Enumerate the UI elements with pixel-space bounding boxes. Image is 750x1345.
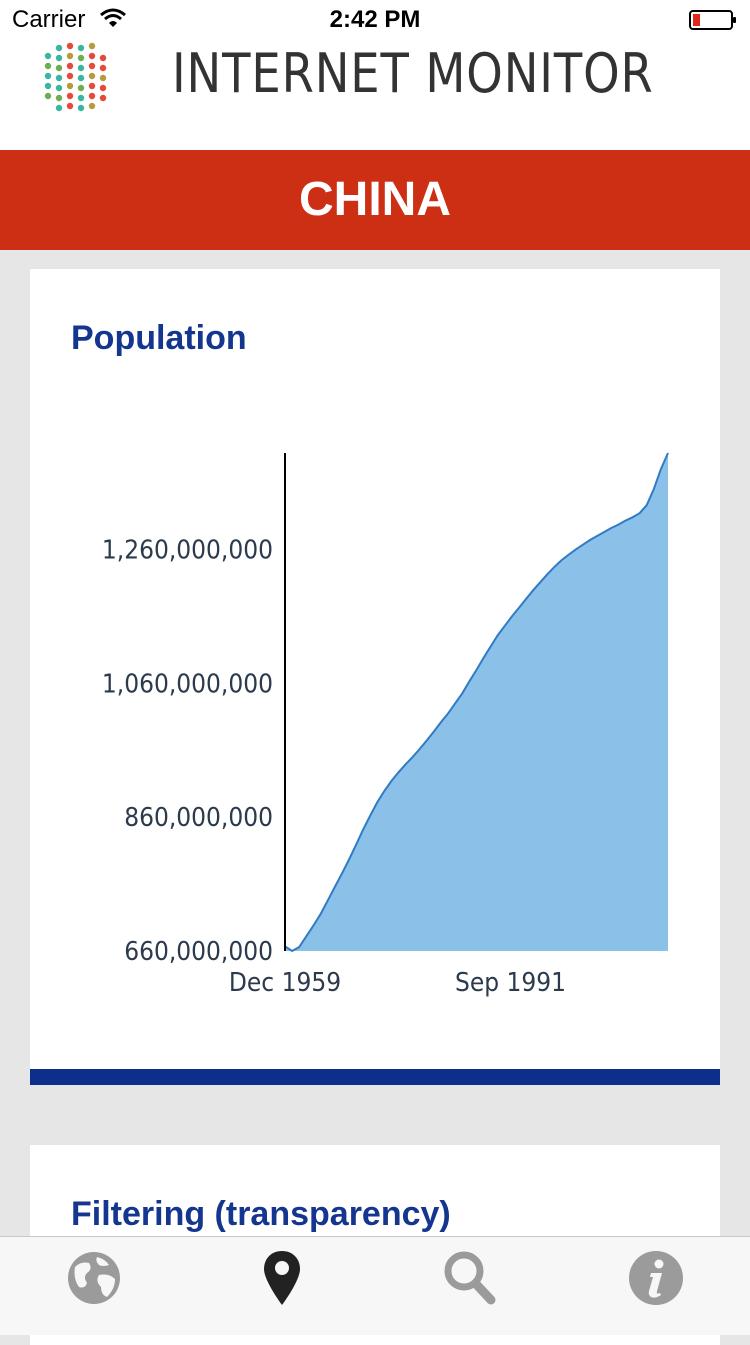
status-bar: Carrier 2:42 PM [0,0,750,40]
battery-icon [689,10,737,37]
population-area [285,453,668,951]
wifi-icon [100,8,126,33]
globe-icon [68,1252,120,1304]
internet-monitor-logo [40,40,112,117]
tab-search[interactable] [376,1237,564,1335]
population-line [284,452,669,953]
tab-map-pin[interactable] [188,1237,376,1335]
search-icon [444,1251,496,1305]
status-time: 2:42 PM [329,6,421,33]
population-area-chart: 660,000,000 860,000,000 1,060,000,000 1,260… [102,452,669,998]
card-accent-bar [30,1069,720,1085]
x-tick-label: Dec 1959 [229,968,341,998]
map-pin-icon [264,1251,300,1305]
card-title-filtering: Filtering (transparency) [71,1195,451,1233]
app-header: INTERNET MONITOR [0,40,750,150]
population-card[interactable]: Population 660,000,000 860,000,000 1,060,0… [30,269,720,1069]
tab-info[interactable] [562,1237,750,1335]
carrier-label: Carrier [12,6,86,33]
tab-globe[interactable] [0,1237,188,1335]
tab-bar [0,1236,750,1335]
app-title: INTERNET MONITOR [172,42,654,105]
country-banner: CHINA [0,150,750,250]
info-icon [629,1251,683,1305]
y-tick-label: 1,260,000,000 [102,535,273,565]
x-tick-label: Sep 1991 [455,968,566,998]
y-tick-label: 860,000,000 [124,803,273,833]
card-title-population: Population [71,319,247,357]
y-tick-label: 660,000,000 [124,937,273,967]
y-tick-label: 1,060,000,000 [102,669,273,699]
